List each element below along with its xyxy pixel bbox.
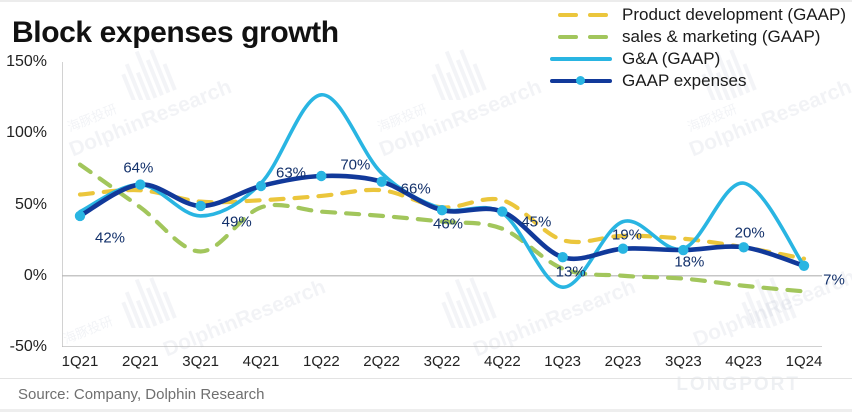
series-line-1 <box>77 162 807 294</box>
x-axis-tick-label-2Q23: 2Q23 <box>604 353 642 370</box>
legend-swatch-icon <box>548 8 614 22</box>
data-point-marker[interactable] <box>436 205 448 216</box>
y-axis-tick-label: 100% <box>6 124 47 142</box>
x-axis-tick-label-3Q23: 3Q23 <box>664 353 702 370</box>
data-point-marker[interactable] <box>678 244 689 256</box>
data-label-1Q21: 42% <box>94 229 126 247</box>
y-axis-labels: -50% 0% 50% 100% 150% <box>0 54 56 355</box>
legend-swatch-icon <box>548 52 614 66</box>
data-label-2Q23: 19% <box>611 226 643 244</box>
data-label-4Q22: 45% <box>521 213 552 231</box>
legend-item-3[interactable]: GAAP expenses <box>548 70 746 91</box>
data-label-3Q21: 49% <box>221 213 252 231</box>
data-point-marker[interactable] <box>617 243 629 254</box>
x-axis-tick-label-4Q21: 4Q21 <box>242 353 280 370</box>
chart-title: Block expenses growth <box>12 16 339 49</box>
x-axis-tick-label-4Q23: 4Q23 <box>725 353 763 370</box>
footer-divider <box>0 378 852 379</box>
x-axis-tick-label-3Q22: 3Q22 <box>423 353 461 370</box>
data-label-1Q24: 7% <box>823 271 845 289</box>
bottom-divider <box>0 409 852 412</box>
plot-area: 42% 64% 49% 63% 70% 66% 46% 45% 13% 19% 18% 20% 7% <box>62 62 845 347</box>
legend-label: sales & marketing (GAAP) <box>622 27 821 46</box>
data-point-marker[interactable] <box>195 200 206 212</box>
data-label-3Q22: 46% <box>432 215 464 233</box>
data-point-marker[interactable] <box>316 170 327 182</box>
data-point-marker[interactable] <box>74 210 86 222</box>
legend-marker-dot <box>576 76 586 85</box>
x-axis-tick-label-1Q22: 1Q22 <box>302 353 340 370</box>
top-divider <box>0 0 852 2</box>
y-axis-tick-label: 0% <box>23 266 47 284</box>
data-label-1Q23: 13% <box>555 263 586 281</box>
chart-legend: Product development (GAAP) sales & market… <box>548 4 846 91</box>
x-axis-tick-label-4Q22: 4Q22 <box>483 353 521 370</box>
x-axis-labels: 1Q21 2Q21 3Q21 4Q21 1Q22 2Q22 3Q22 4Q22 1Q23 2Q23… <box>61 352 823 376</box>
x-axis-tick-label-3Q21: 3Q21 <box>182 353 220 370</box>
data-label-3Q23: 18% <box>674 253 705 271</box>
x-axis-tick-label-1Q21: 1Q21 <box>61 353 99 370</box>
data-label-2Q21: 64% <box>123 159 154 177</box>
data-point-marker[interactable] <box>376 176 387 187</box>
legend-label: G&A (GAAP) <box>622 49 721 68</box>
chart-canvas <box>62 62 822 347</box>
data-label-2Q22: 66% <box>400 180 431 198</box>
legend-label: GAAP expenses <box>622 71 747 90</box>
data-point-marker[interactable] <box>557 252 568 263</box>
y-axis-tick-label: 50% <box>14 195 47 213</box>
data-point-marker[interactable] <box>738 242 749 253</box>
data-label-layer: 42% 64% 49% 63% 70% 66% 46% 45% 13% 19% 18% 20% 7% <box>62 62 845 347</box>
data-label-1Q22: 70% <box>340 156 371 174</box>
source-note: Source: Company, Dolphin Research <box>18 386 265 403</box>
legend-label: Product development (GAAP) <box>622 5 846 24</box>
data-point-marker[interactable] <box>497 206 508 217</box>
y-axis-tick-label: -50% <box>9 338 47 355</box>
data-label-4Q23: 20% <box>734 224 765 242</box>
legend-item-2[interactable]: G&A (GAAP) <box>548 48 720 69</box>
x-axis-tick-label-2Q21: 2Q21 <box>121 353 159 370</box>
x-axis-tick-label-2Q22: 2Q22 <box>363 353 401 370</box>
legend-item-1[interactable]: sales & marketing (GAAP) <box>548 26 820 47</box>
data-point-marker[interactable] <box>135 179 146 190</box>
legend-swatch-icon <box>548 74 614 88</box>
data-point-marker[interactable] <box>798 260 810 271</box>
legend-item-0[interactable]: Product development (GAAP) <box>548 4 846 25</box>
legend-swatch-icon <box>548 30 614 44</box>
x-axis-tick-label-1Q23: 1Q23 <box>544 353 582 370</box>
data-label-4Q21: 63% <box>275 164 307 182</box>
data-point-marker[interactable] <box>255 180 267 192</box>
y-axis-tick-label: 150% <box>6 53 47 70</box>
x-axis-tick-label-1Q24: 1Q24 <box>785 353 823 370</box>
